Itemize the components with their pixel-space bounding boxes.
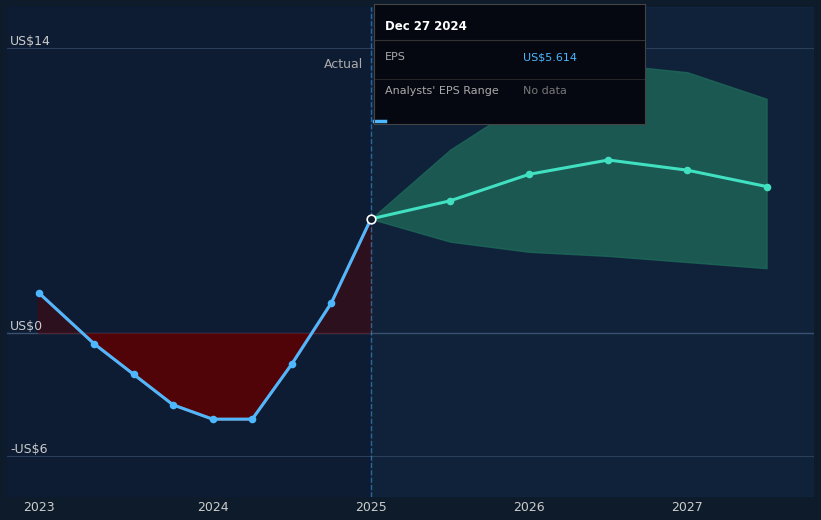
Point — [167, 401, 180, 409]
Point — [760, 183, 773, 191]
Text: Analysts' EPS Range: Analysts' EPS Range — [385, 86, 498, 96]
Point — [365, 215, 378, 223]
Point — [206, 415, 219, 423]
Point — [602, 156, 615, 164]
Point — [87, 340, 100, 348]
Point — [325, 298, 338, 307]
Text: EPS: EPS — [385, 53, 406, 62]
Text: US$5.614: US$5.614 — [523, 53, 577, 62]
Point — [443, 197, 456, 205]
Point — [32, 289, 45, 297]
Point — [681, 166, 694, 174]
Text: Analysts Forecasts: Analysts Forecasts — [378, 58, 495, 71]
Text: US$14: US$14 — [10, 35, 51, 48]
Bar — [7, 7, 371, 497]
Point — [245, 415, 259, 423]
Text: Actual: Actual — [323, 58, 363, 71]
Point — [365, 215, 378, 223]
Point — [365, 215, 378, 223]
Text: No data: No data — [523, 86, 566, 96]
Bar — [371, 7, 814, 497]
Text: -US$6: -US$6 — [10, 443, 48, 456]
Text: 2026: 2026 — [513, 501, 545, 514]
Point — [285, 360, 298, 368]
Text: US$0: US$0 — [10, 320, 44, 333]
Text: 2025: 2025 — [355, 501, 387, 514]
Text: 2023: 2023 — [23, 501, 54, 514]
Point — [523, 170, 536, 178]
Point — [127, 370, 140, 379]
Text: 2024: 2024 — [197, 501, 228, 514]
Text: 2027: 2027 — [672, 501, 704, 514]
Text: Dec 27 2024: Dec 27 2024 — [385, 20, 467, 33]
